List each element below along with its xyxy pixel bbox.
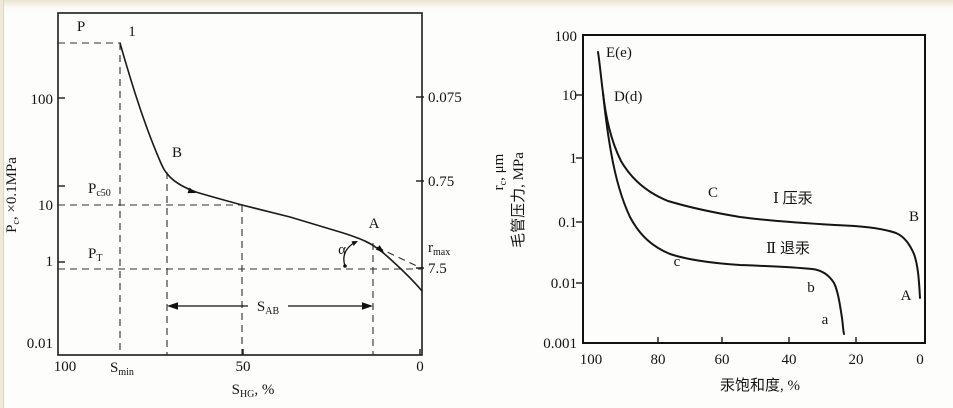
xtick-label: 50	[236, 359, 251, 375]
pt-label: PT	[88, 246, 102, 264]
ytick-label: 1	[46, 254, 54, 270]
capillary-pressure-curve	[119, 42, 423, 292]
ytick-label: 100	[555, 29, 578, 45]
curve-direction-arrow2-icon	[375, 245, 384, 253]
rtick-label: 7.5	[428, 261, 447, 277]
point-a-label: A	[369, 216, 380, 232]
left-chart: SAB 100 10 1 0.01 100 50 0 Smin 0.075 0.…	[4, 12, 462, 400]
left-x-axis-title: SHG, %	[232, 382, 275, 400]
xtick-label: 20	[849, 352, 864, 368]
right-chart: 100 10 1 0.1 0.01 0.001 100 80 60 40 20 …	[491, 29, 926, 394]
dashed-tangent-at-a	[365, 241, 422, 269]
ytick-label: 100	[31, 92, 54, 108]
point-1-label: 1	[128, 24, 136, 40]
xtick-label: 100	[54, 359, 77, 375]
injection-curve	[597, 51, 921, 299]
ytick-label: 10	[562, 88, 577, 104]
point-d-label: D(d)	[614, 89, 642, 105]
alpha-arc-base-dot	[343, 264, 347, 268]
rtick-label: 0.75	[428, 174, 454, 190]
ytick-label: 0.1	[558, 215, 577, 231]
point-b-label: B	[172, 145, 182, 161]
page-edge-shade	[0, 0, 4, 408]
pc50-label: Pc50	[88, 181, 111, 199]
xtick-label: 40	[782, 352, 797, 368]
sab-right-arrowhead-icon	[362, 302, 373, 310]
sab-left-arrowhead-icon	[167, 302, 178, 310]
sab-span-label: SAB	[257, 299, 280, 317]
point-p-label: P	[77, 19, 85, 35]
right-x-axis-title: 汞饱和度, %	[720, 377, 800, 394]
point-a-lower-label: a	[822, 312, 829, 328]
point-b-lower-label: b	[807, 280, 815, 296]
left-y-axis-title: Pc, ×0.1MPa	[4, 157, 22, 233]
ytick-label: 0.01	[27, 336, 53, 352]
withdrawal-curve	[602, 92, 845, 335]
point-b-upper-label: B	[909, 209, 919, 225]
ytick-label: 0.01	[551, 276, 577, 292]
alpha-arc-arrowhead-icon	[351, 241, 358, 246]
xtick-label: 80	[651, 352, 666, 368]
curve-direction-arrow-icon	[187, 187, 196, 194]
legend-injection: Ⅰ 压汞	[773, 190, 813, 207]
point-e-label: E(e)	[606, 45, 632, 61]
rtick-label: 0.075	[428, 90, 462, 106]
right-y-axis-title-pressure: 毛管压力, MPa	[510, 152, 527, 248]
left-plot-border	[57, 12, 423, 356]
smin-tick-label: Smin	[110, 360, 134, 378]
alpha-label: α	[338, 242, 346, 258]
xtick-label: 60	[715, 352, 730, 368]
point-c-lower-label: c	[674, 254, 681, 270]
xtick-label: 0	[416, 359, 424, 375]
rmax-label: rmax	[428, 240, 450, 258]
ytick-label: 1	[570, 151, 578, 167]
xtick-label: 100	[580, 352, 603, 368]
ytick-label: 10	[38, 198, 53, 214]
right-y-axis-title-radius: rc, μm	[491, 153, 509, 190]
xtick-label: 0	[916, 352, 924, 368]
ytick-label: 0.001	[543, 336, 577, 352]
point-c-upper-label: C	[708, 185, 718, 201]
right-plot-border	[582, 34, 926, 344]
legend-withdrawal: Ⅱ 退汞	[766, 240, 810, 257]
point-a-upper-label: A	[901, 288, 912, 304]
